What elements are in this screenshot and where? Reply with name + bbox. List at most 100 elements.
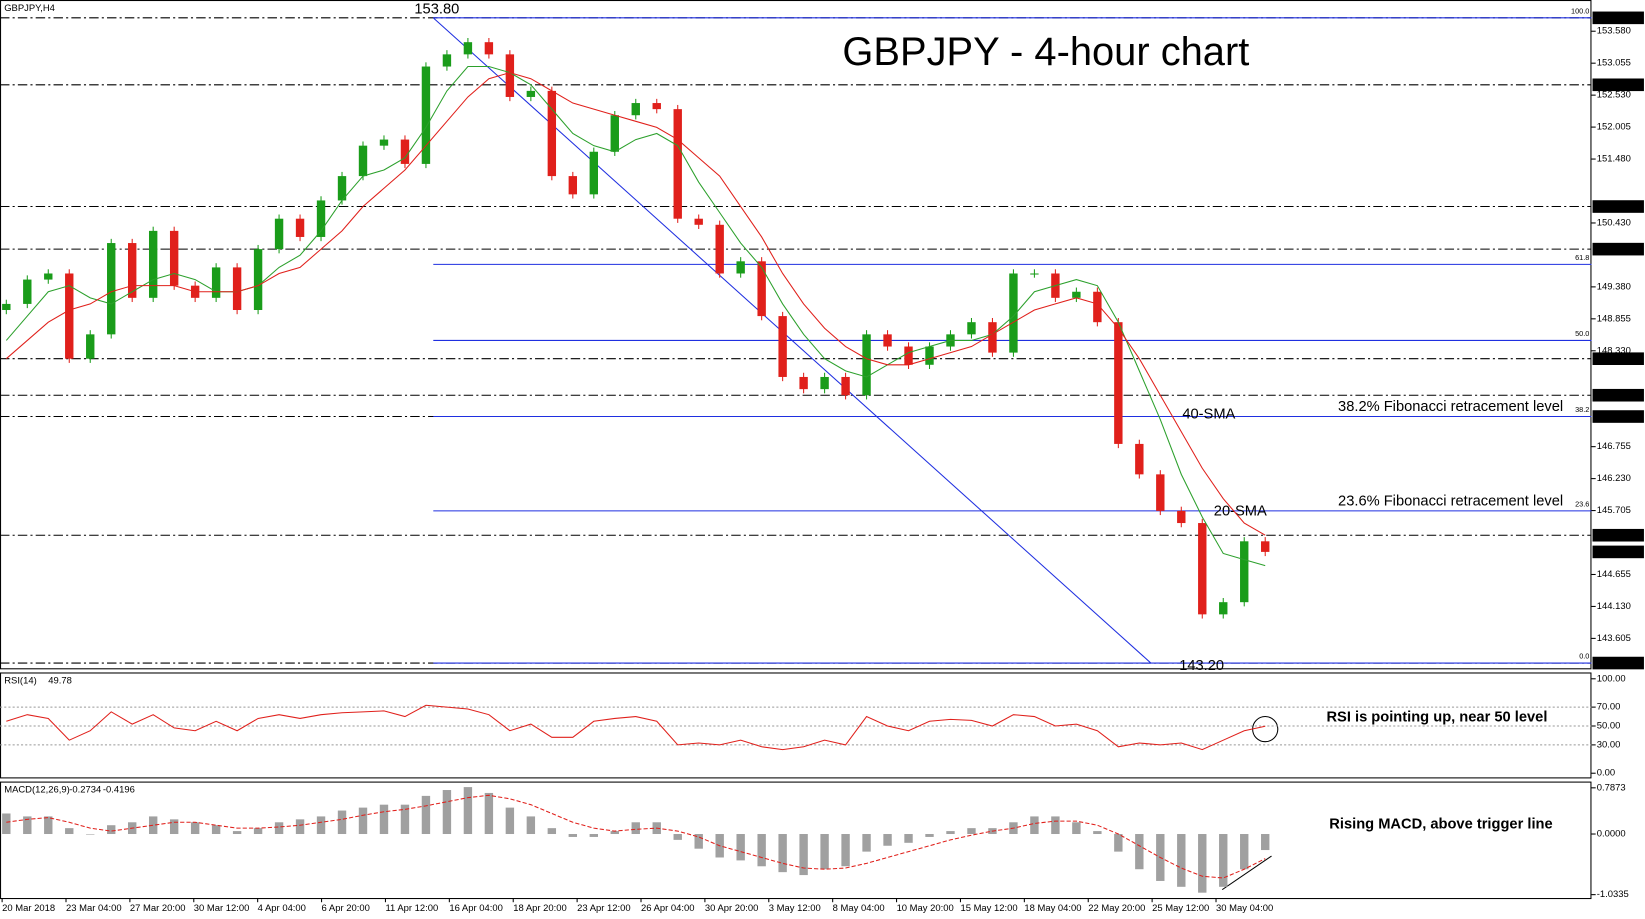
macd-bar: [904, 834, 913, 843]
x-tick-label: 11 Apr 12:00: [385, 903, 438, 914]
price-level-box: [1592, 200, 1644, 213]
fib-annotation: 23.6% Fibonacci retracement level: [1338, 493, 1563, 509]
macd-bar: [799, 834, 808, 876]
price-level-label: 152.700: [1597, 79, 1631, 90]
macd-bar: [44, 816, 53, 835]
macd-bar: [442, 790, 452, 835]
x-tick-label: 23 Mar 04:00: [66, 903, 122, 914]
candle: [883, 334, 892, 347]
x-tick-label: 25 May 12:00: [1152, 903, 1209, 914]
candle: [295, 218, 305, 237]
price-level-label: 148.200: [1597, 353, 1631, 364]
macd-frame: [0, 781, 1592, 900]
macd-bar: [862, 834, 871, 852]
candle: [2, 303, 11, 311]
macd-bar: [673, 834, 682, 840]
candle: [1114, 322, 1123, 444]
rsi-label: RSI(14): [4, 675, 37, 686]
candle: [715, 224, 724, 274]
candle: [232, 267, 242, 311]
macd-bar: [86, 834, 95, 835]
main-frame: [0, 0, 1592, 670]
y-tick-label: -1.0335: [1597, 889, 1629, 900]
macd-bar: [211, 825, 221, 835]
x-tick-label: 30 Mar 12:00: [194, 903, 250, 914]
macd-bar: [820, 834, 829, 870]
candle: [988, 322, 997, 353]
x-tick-label: 8 May 04:00: [833, 903, 885, 914]
macd-bar: [883, 834, 892, 846]
y-tick-label: 0.0000: [1597, 829, 1626, 840]
candle: [253, 249, 263, 311]
fib-level-label: 23.6: [1575, 500, 1589, 509]
macd-bar: [526, 816, 536, 835]
macd-value: -0.2734: [69, 784, 101, 795]
macd-bar: [568, 834, 578, 837]
high-label: 153.80: [414, 1, 459, 17]
macd-bar: [610, 831, 619, 835]
candle: [211, 267, 221, 298]
y-tick-label: 143.605: [1597, 633, 1631, 644]
macd-bar: [1219, 834, 1228, 887]
macd-label: MACD(12,26,9): [4, 784, 70, 795]
macd-bar: [778, 834, 787, 873]
macd-bar: [2, 813, 11, 835]
macd-bar: [379, 804, 389, 835]
macd-trend-stroke: [1221, 855, 1272, 891]
candle: [128, 243, 137, 298]
x-tick-label: 30 May 04:00: [1216, 903, 1273, 914]
x-tick-label: 18 Apr 20:00: [513, 903, 567, 914]
candle: [736, 261, 745, 274]
candle: [862, 334, 871, 396]
price-level-box: [1592, 11, 1644, 25]
x-tick-label: 15 May 12:00: [960, 903, 1017, 914]
candle: [463, 42, 473, 55]
y-tick-label: 0.7873: [1597, 782, 1626, 793]
candle: [547, 90, 557, 177]
candle: [1009, 273, 1018, 353]
macd-bar: [1261, 834, 1270, 851]
candle: [1030, 273, 1039, 275]
candle: [799, 376, 808, 390]
candle: [1135, 443, 1144, 475]
macd-bar: [232, 831, 242, 835]
rsi-highlight-circle: [1252, 716, 1279, 743]
candle: [65, 273, 74, 359]
y-tick-label: 144.130: [1597, 601, 1631, 612]
macd-bar: [1051, 816, 1060, 835]
candle: [86, 334, 95, 359]
candle: [967, 322, 976, 335]
macd-bar: [1072, 822, 1081, 835]
x-tick-label: 16 Apr 04:00: [449, 903, 503, 914]
macd-bar: [946, 831, 955, 835]
macd-bar: [589, 834, 598, 837]
x-tick-label: 6 Apr 20:00: [322, 903, 370, 914]
price-level-box: [1592, 388, 1644, 402]
sma-line: [5, 66, 1266, 567]
chart-title: GBPJPY - 4-hour chart: [842, 30, 1249, 74]
candle: [379, 139, 389, 146]
x-tick-label: 22 May 20:00: [1088, 903, 1145, 914]
candle: [484, 42, 494, 55]
macd-bar: [841, 834, 850, 867]
macd-bar: [65, 828, 74, 835]
y-tick-label: 148.330: [1597, 345, 1631, 356]
x-tick-label: 18 May 04:00: [1024, 903, 1081, 914]
x-tick-label: 26 Apr 04:00: [641, 903, 695, 914]
rsi-value: 49.78: [48, 675, 72, 686]
macd-annotation: Rising MACD, above trigger line: [1329, 816, 1552, 832]
macd-signal-value: -0.4196: [103, 784, 135, 795]
symbol-label: GBPJPY,H4: [4, 3, 55, 14]
candle: [400, 139, 410, 164]
macd-bar: [148, 816, 158, 835]
x-tick-label: 4 Apr 04:00: [258, 903, 306, 914]
y-tick-label: 0.00: [1597, 768, 1615, 779]
macd-bar: [463, 787, 473, 835]
candle: [337, 176, 347, 201]
y-tick-label: 146.230: [1597, 473, 1631, 484]
candle: [526, 90, 536, 97]
low-label: 143.20: [1179, 658, 1224, 674]
macd-bar: [23, 816, 32, 835]
